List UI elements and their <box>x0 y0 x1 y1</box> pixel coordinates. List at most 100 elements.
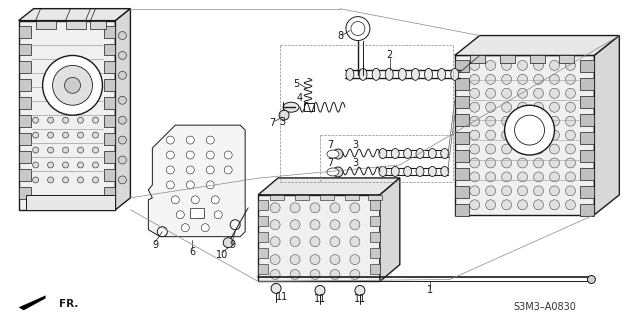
Ellipse shape <box>438 68 445 80</box>
Circle shape <box>534 130 543 140</box>
Polygon shape <box>148 125 245 237</box>
Circle shape <box>77 117 83 123</box>
Circle shape <box>534 186 543 196</box>
Circle shape <box>486 186 495 196</box>
Bar <box>19 97 31 109</box>
Circle shape <box>350 237 360 247</box>
Circle shape <box>290 270 300 279</box>
Circle shape <box>566 88 575 98</box>
Circle shape <box>350 220 360 230</box>
Circle shape <box>223 238 233 248</box>
Circle shape <box>534 74 543 84</box>
Circle shape <box>181 224 189 232</box>
Bar <box>454 78 468 90</box>
Bar <box>370 200 380 210</box>
Bar <box>190 208 204 218</box>
Ellipse shape <box>327 150 339 158</box>
Circle shape <box>470 88 479 98</box>
Circle shape <box>350 255 360 264</box>
Ellipse shape <box>385 68 393 80</box>
Circle shape <box>77 132 83 138</box>
Circle shape <box>270 203 280 213</box>
Circle shape <box>502 200 511 210</box>
Polygon shape <box>115 9 131 210</box>
Bar <box>559 56 575 63</box>
Ellipse shape <box>359 68 367 80</box>
Text: 11: 11 <box>314 294 326 304</box>
Circle shape <box>330 203 340 213</box>
Bar <box>19 62 31 73</box>
Text: S3M3–A0830: S3M3–A0830 <box>513 302 576 312</box>
Ellipse shape <box>424 68 433 80</box>
Bar <box>580 114 595 126</box>
Ellipse shape <box>346 68 354 80</box>
Circle shape <box>486 88 495 98</box>
Circle shape <box>201 224 209 232</box>
Circle shape <box>355 286 365 295</box>
Polygon shape <box>454 56 595 215</box>
Circle shape <box>502 116 511 126</box>
Circle shape <box>33 177 38 183</box>
Ellipse shape <box>416 149 424 159</box>
Circle shape <box>93 132 99 138</box>
Circle shape <box>206 166 214 174</box>
Circle shape <box>230 220 240 230</box>
Bar <box>104 115 115 127</box>
Text: 7: 7 <box>327 158 333 168</box>
Circle shape <box>502 88 511 98</box>
Circle shape <box>166 136 174 144</box>
Circle shape <box>211 196 220 204</box>
Circle shape <box>518 200 527 210</box>
Bar <box>580 132 595 144</box>
Circle shape <box>470 200 479 210</box>
Text: 1: 1 <box>427 286 433 295</box>
Polygon shape <box>19 21 115 210</box>
Bar <box>104 79 115 91</box>
Circle shape <box>270 220 280 230</box>
Circle shape <box>534 200 543 210</box>
Circle shape <box>33 117 38 123</box>
Circle shape <box>518 60 527 70</box>
Circle shape <box>486 74 495 84</box>
Circle shape <box>502 144 511 154</box>
Ellipse shape <box>412 68 419 80</box>
Circle shape <box>310 237 320 247</box>
Ellipse shape <box>379 167 387 176</box>
Bar <box>19 79 31 91</box>
Circle shape <box>290 220 300 230</box>
Circle shape <box>315 286 325 295</box>
Circle shape <box>52 65 93 105</box>
Text: 5: 5 <box>293 79 299 89</box>
Polygon shape <box>258 178 400 195</box>
Bar <box>258 263 268 273</box>
Circle shape <box>63 117 68 123</box>
Circle shape <box>186 166 195 174</box>
Ellipse shape <box>391 149 399 159</box>
Circle shape <box>93 177 99 183</box>
Circle shape <box>330 255 340 264</box>
Circle shape <box>486 200 495 210</box>
Circle shape <box>566 74 575 84</box>
Ellipse shape <box>428 149 436 159</box>
Circle shape <box>534 102 543 112</box>
Circle shape <box>206 136 214 144</box>
Circle shape <box>518 88 527 98</box>
Bar <box>368 195 382 200</box>
Bar <box>104 26 115 38</box>
Ellipse shape <box>283 102 299 112</box>
Circle shape <box>550 186 559 196</box>
Bar <box>454 60 468 72</box>
Circle shape <box>470 102 479 112</box>
Bar <box>19 115 31 127</box>
Ellipse shape <box>451 68 459 80</box>
Bar <box>19 151 31 163</box>
Circle shape <box>534 172 543 182</box>
Ellipse shape <box>404 167 412 176</box>
Circle shape <box>534 116 543 126</box>
Circle shape <box>502 186 511 196</box>
Bar <box>104 43 115 56</box>
Circle shape <box>550 74 559 84</box>
Bar <box>304 103 314 111</box>
Circle shape <box>118 176 127 184</box>
Bar <box>104 151 115 163</box>
